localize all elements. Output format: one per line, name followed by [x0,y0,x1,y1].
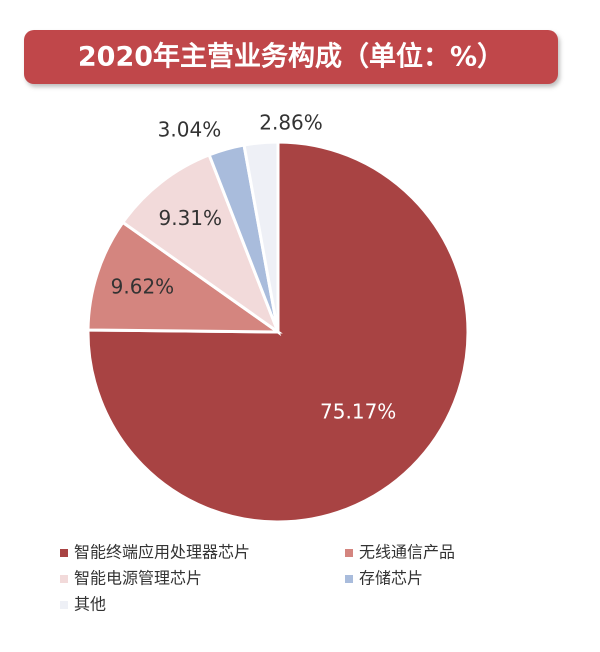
data-label: 9.62% [111,275,175,299]
pie-slice [242,140,280,333]
legend-marker [60,575,68,583]
legend-label: 存储芯片 [359,569,423,588]
legend-label: 无线通信产品 [359,543,455,562]
legend-label: 其他 [74,595,106,614]
pie-slice [86,140,470,524]
pie-slice [120,152,282,337]
legend-marker [345,549,353,557]
data-label: 9.31% [158,206,222,230]
pie-slice [86,220,283,334]
legend-marker [60,601,68,609]
legend-label: 智能电源管理芯片 [74,569,202,588]
data-label: 3.04% [158,117,222,141]
legend-marker [60,549,68,557]
legend-label: 智能终端应用处理器芯片 [74,543,250,562]
chart-title: 2020年主营业务构成（单位：%） [78,41,504,73]
data-label: 75.17% [320,400,396,424]
title-box [24,30,558,84]
data-label: 2.86% [259,110,323,134]
legend-marker [345,575,353,583]
